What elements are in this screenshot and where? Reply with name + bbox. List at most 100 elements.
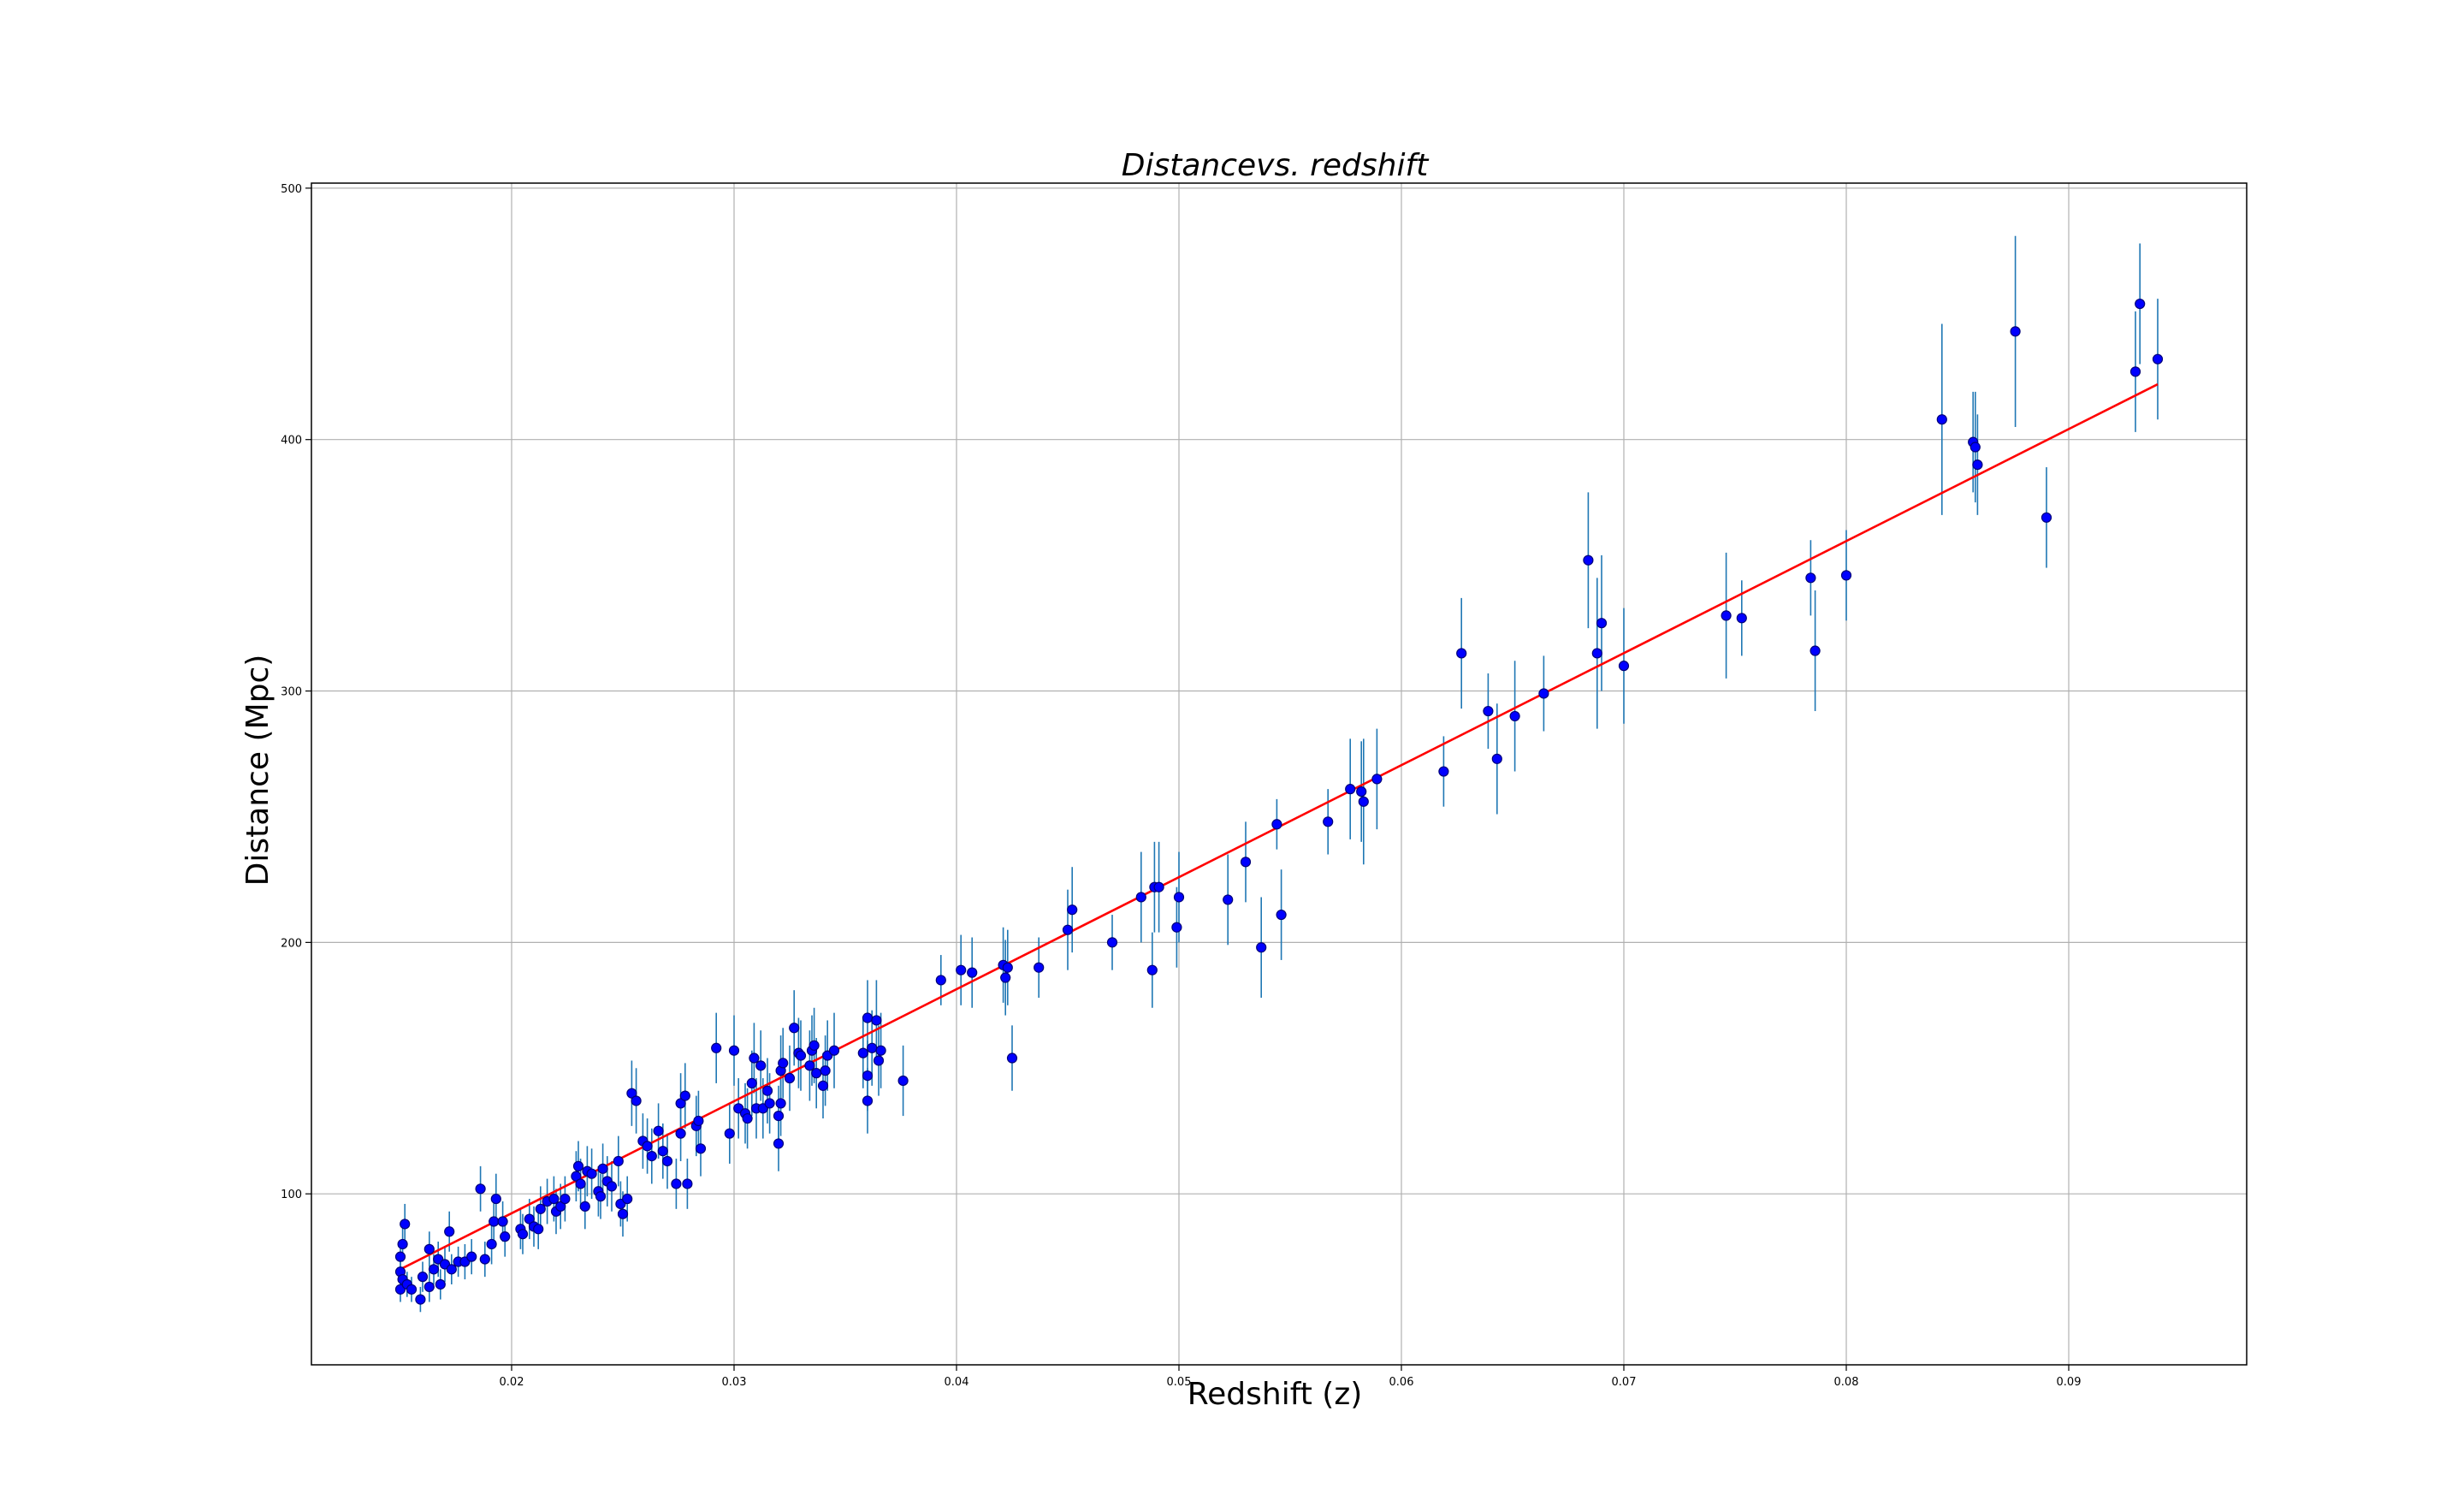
data-point: [1618, 661, 1630, 672]
x-axis-title: Redshift (z): [1188, 1377, 1363, 1412]
data-point: [755, 1060, 767, 1071]
data-point: [857, 1047, 868, 1058]
data-point: [773, 1138, 785, 1149]
data-point: [486, 1238, 497, 1250]
data-point: [828, 1045, 840, 1056]
data-point: [417, 1272, 429, 1283]
x-tick-label: 0.04: [945, 1376, 969, 1389]
data-point: [671, 1178, 682, 1189]
data-point: [675, 1098, 686, 1109]
data-point: [967, 967, 978, 978]
data-point: [1491, 753, 1502, 764]
y-tick-label: 400: [281, 435, 302, 448]
data-point: [397, 1238, 408, 1250]
data-point: [675, 1128, 686, 1139]
data-point: [742, 1112, 753, 1124]
data-point: [1583, 554, 1594, 566]
data-point: [862, 1095, 874, 1106]
data-point: [1135, 892, 1146, 903]
data-point: [778, 1058, 789, 1069]
data-point: [661, 1155, 673, 1167]
data-point: [517, 1229, 529, 1240]
data-point: [617, 1208, 629, 1219]
data-point: [524, 1213, 535, 1224]
x-tick-label: 0.03: [722, 1376, 747, 1389]
data-point: [1146, 964, 1158, 975]
data-point: [533, 1224, 544, 1235]
data-point: [428, 1264, 440, 1275]
data-point: [746, 1077, 757, 1089]
data-point: [394, 1251, 406, 1262]
data-point: [1721, 610, 1732, 621]
data-point: [867, 1042, 878, 1053]
x-tick-label: 0.07: [1612, 1376, 1637, 1389]
data-point: [446, 1264, 457, 1275]
data-point: [1805, 572, 1816, 584]
y-axis-title: Distance (Mpc): [240, 655, 275, 886]
data-point: [1358, 796, 1369, 807]
data-point: [1276, 909, 1287, 921]
y-tick-label: 100: [281, 1189, 302, 1201]
data-point: [711, 1042, 722, 1053]
data-point: [1810, 645, 1821, 656]
data-point: [1438, 766, 1449, 777]
data-point: [2129, 366, 2141, 377]
data-point: [1153, 881, 1164, 892]
data-point: [1240, 857, 1252, 868]
data-point: [597, 1163, 608, 1174]
data-point: [811, 1068, 822, 1079]
y-tick-label: 300: [281, 686, 302, 699]
y-axis-ticks: 100 200 300 400 500: [281, 183, 311, 1201]
data-point: [1062, 924, 1074, 935]
data-point: [1173, 892, 1185, 903]
data-point: [2040, 512, 2052, 523]
x-axis-ticks: 0.02 0.03 0.04 0.05 0.06 0.07 0.08 0.09: [500, 1365, 2081, 1389]
data-point: [535, 1203, 546, 1214]
data-point: [1256, 942, 1267, 953]
data-point: [1456, 648, 1467, 659]
data-point: [435, 1278, 446, 1290]
data-point: [572, 1160, 584, 1171]
data-point: [1002, 962, 1013, 973]
data-point: [1171, 922, 1182, 933]
data-point: [424, 1281, 435, 1293]
data-point: [490, 1193, 501, 1205]
data-point: [1969, 442, 1981, 453]
data-point: [444, 1226, 455, 1237]
x-tick-label: 0.05: [1167, 1376, 1192, 1389]
data-point: [595, 1191, 607, 1202]
data-point: [808, 1040, 820, 1051]
data-point: [1067, 904, 1078, 916]
data-point: [956, 964, 967, 975]
data-point: [555, 1201, 566, 1212]
data-point: [749, 1052, 760, 1064]
x-tick-label: 0.08: [1834, 1376, 1859, 1389]
plot-area-frame: [311, 182, 2248, 1366]
data-point: [1356, 786, 1367, 798]
data-point: [679, 1090, 690, 1101]
data-point: [1006, 1052, 1018, 1064]
data-point: [862, 1012, 874, 1023]
data-point: [1972, 459, 1983, 471]
data-point: [1345, 784, 1356, 795]
data-point: [764, 1098, 775, 1109]
data-point: [773, 1111, 785, 1122]
data-point: [2135, 298, 2146, 310]
data-point: [724, 1128, 735, 1139]
data-point: [400, 1218, 411, 1230]
data-point: [1736, 613, 1747, 624]
data-point: [2010, 326, 2021, 337]
data-point: [606, 1181, 618, 1192]
data-point: [406, 1284, 418, 1295]
data-point: [935, 975, 946, 986]
data-point: [575, 1178, 586, 1189]
data-point: [579, 1201, 590, 1212]
data-point: [1509, 710, 1520, 722]
data-point: [1323, 816, 1334, 827]
data-point: [424, 1243, 435, 1254]
data-point: [784, 1072, 796, 1084]
data-point: [804, 1060, 815, 1071]
data-point: [657, 1146, 668, 1157]
